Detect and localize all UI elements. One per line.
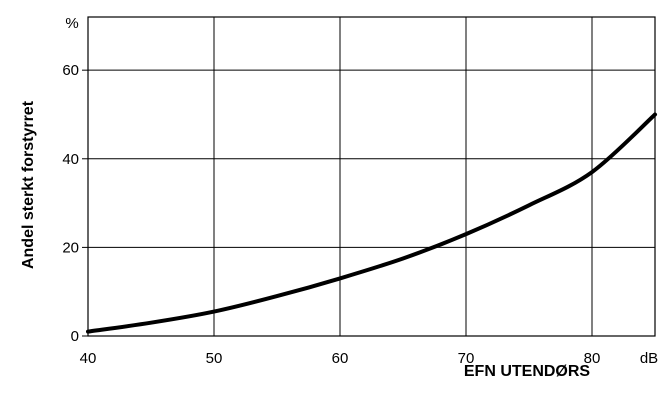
y-tick-label: 20 xyxy=(62,239,79,256)
x-axis-title: EFN UTENDØRS xyxy=(464,363,591,380)
x-tick-label: 80 xyxy=(584,350,601,367)
series-curve xyxy=(86,112,657,334)
series-line xyxy=(86,112,657,334)
y-tick-label: 60 xyxy=(62,62,79,79)
x-tick-label: 50 xyxy=(206,350,223,367)
tick-labels: 40 50 60 70 80 0 20 40 60 xyxy=(62,62,600,367)
y-unit-label: % xyxy=(65,15,78,32)
x-tick-label: 70 xyxy=(458,350,475,367)
x-unit-label: dB xyxy=(640,350,658,367)
y-axis-title: Andel sterkt forstyrret xyxy=(20,100,37,269)
x-tick-label: 60 xyxy=(332,350,349,367)
grid xyxy=(87,16,656,337)
y-tick-label: 40 xyxy=(62,151,79,168)
plot-frame xyxy=(87,16,656,337)
x-tick-label: 40 xyxy=(80,350,97,367)
y-tick-label: 0 xyxy=(71,328,79,345)
